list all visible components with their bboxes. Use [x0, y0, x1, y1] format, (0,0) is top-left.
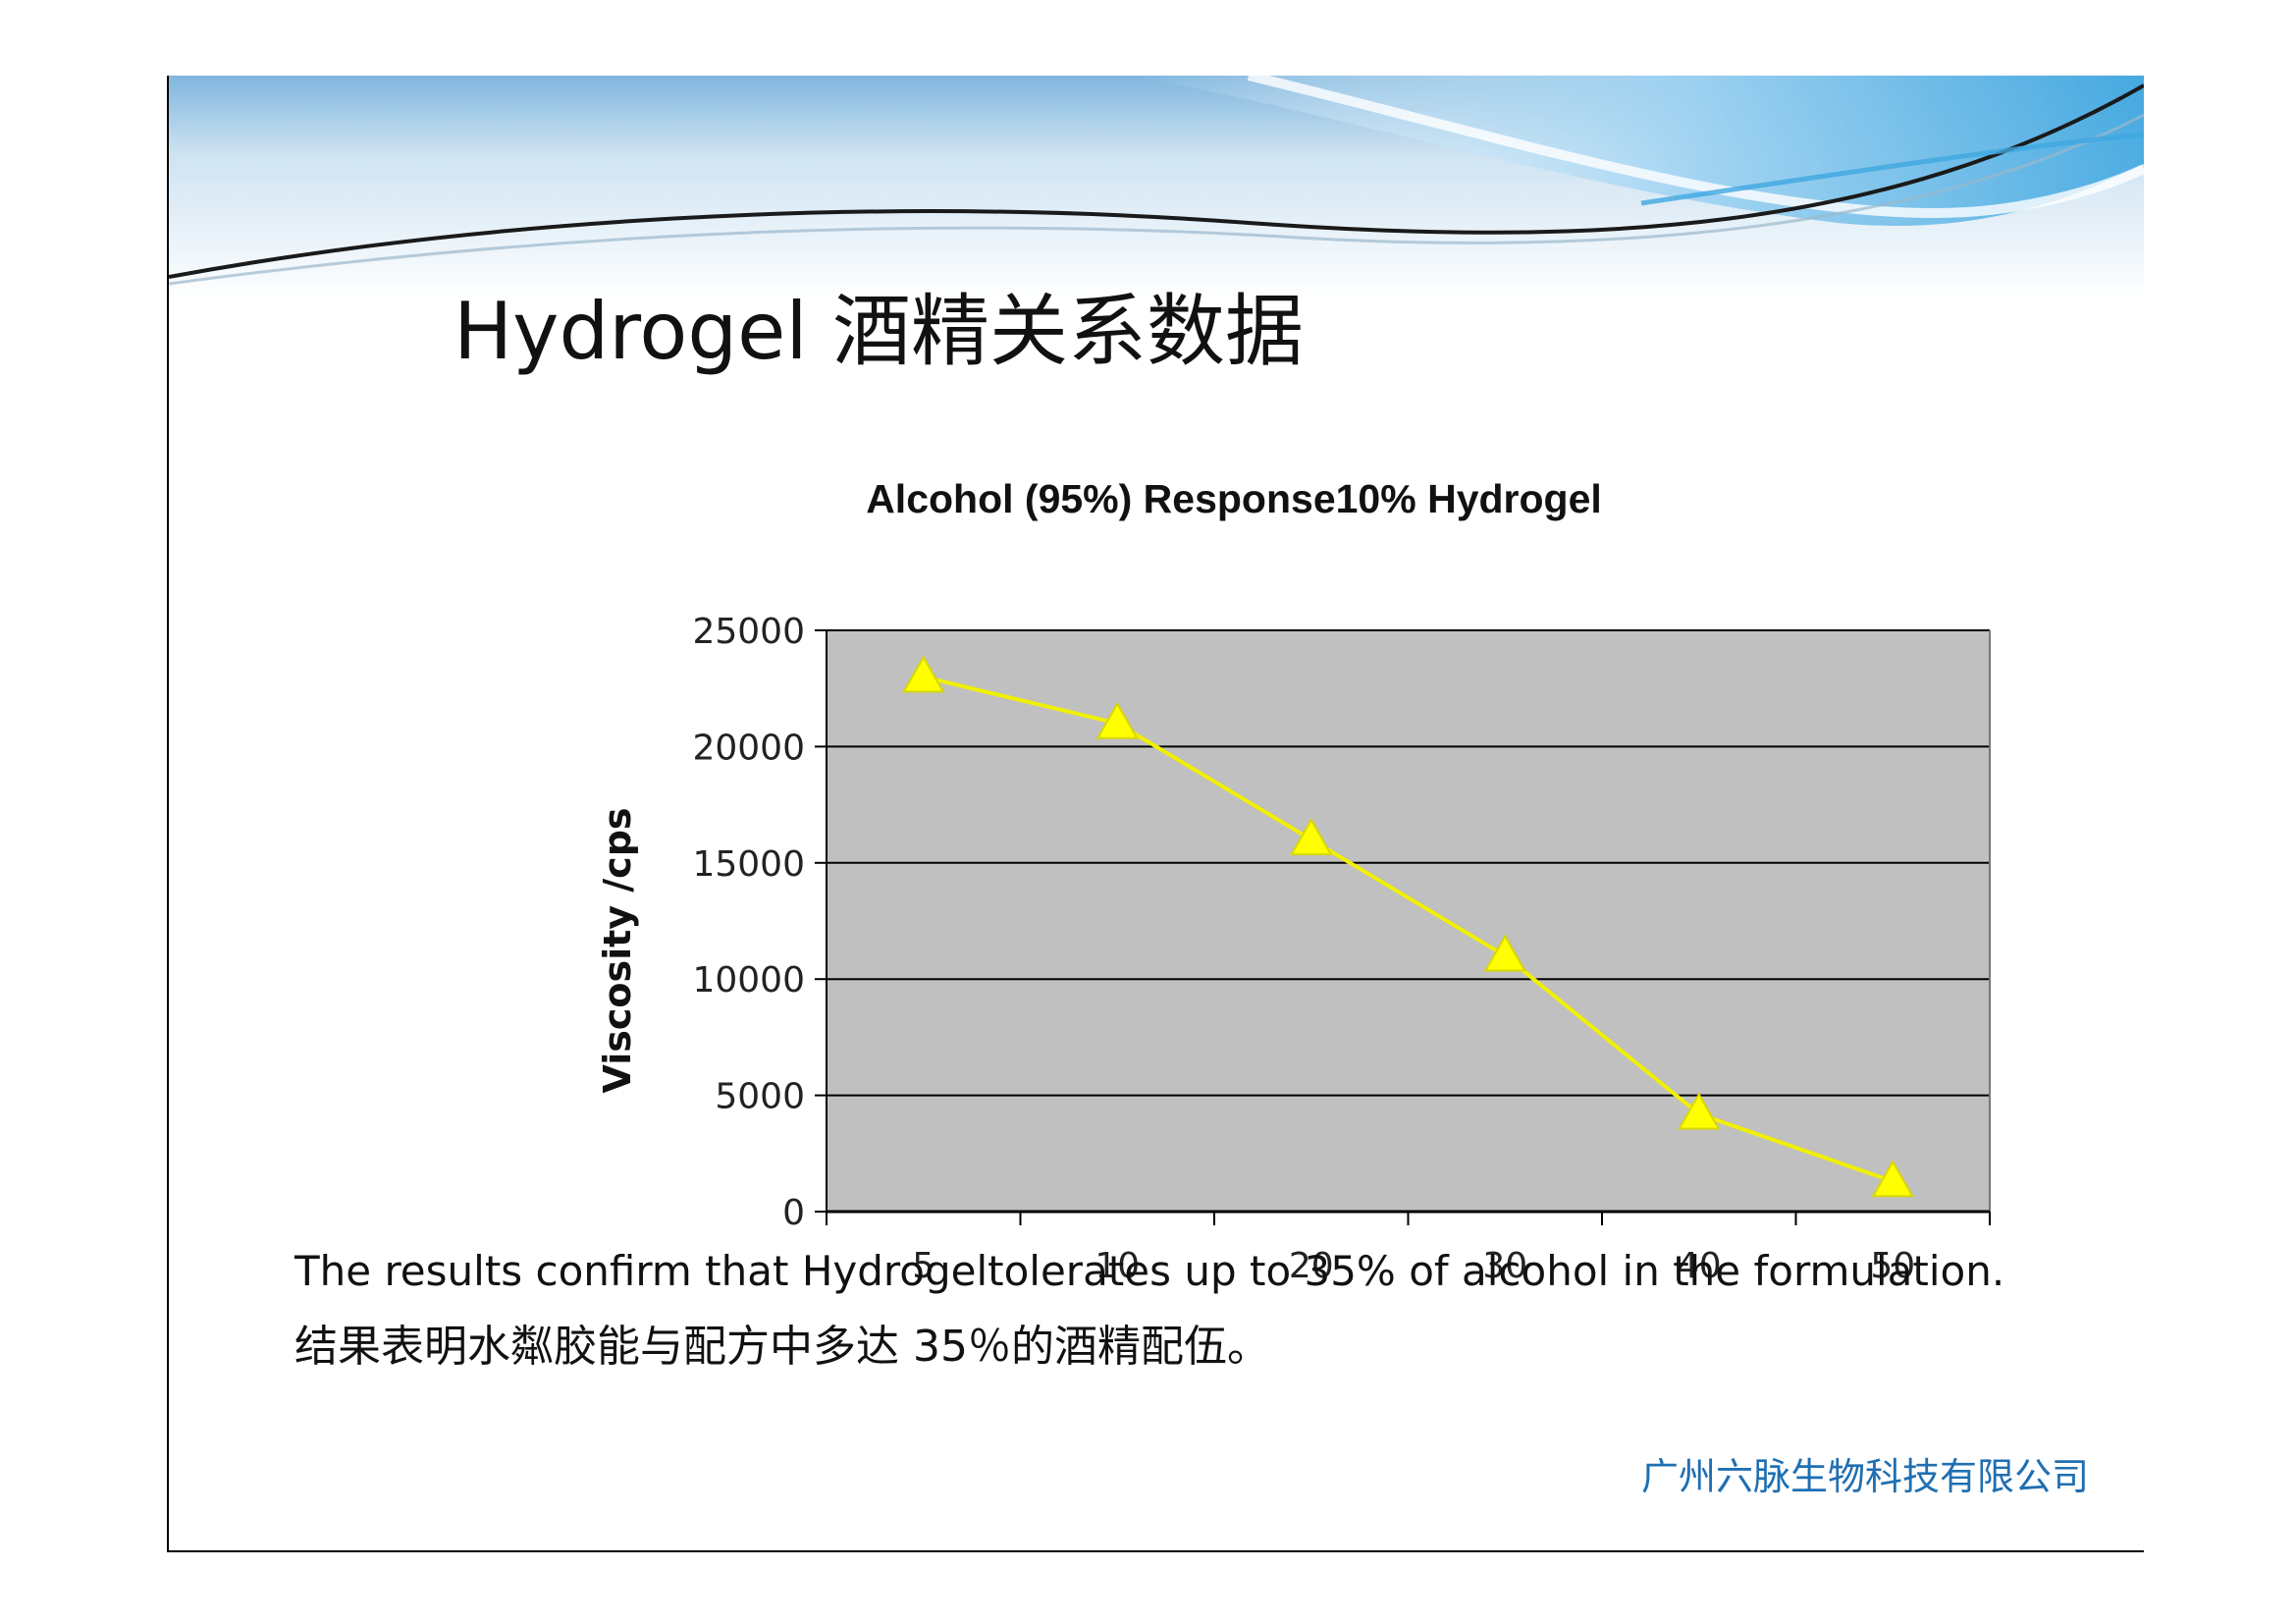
y-tick-label: 20000: [692, 728, 805, 768]
data-point-marker: [1483, 934, 1526, 972]
caption-chinese: 结果表明水粼胶能与配方中多达 35％的酒精配伍。: [294, 1322, 1270, 1372]
data-point-marker: [1095, 701, 1139, 739]
y-axis-label: Viscosity /cps: [596, 807, 639, 1093]
x-tick-label: 20: [1289, 1246, 1334, 1286]
data-point-marker: [1290, 818, 1333, 856]
y-tick-label: 10000: [692, 960, 805, 1001]
data-point-marker: [1871, 1160, 1914, 1198]
series-line: [923, 675, 1894, 1184]
slide-title: Hydrogel 酒精关系数据: [454, 286, 1305, 377]
chart-title: Alcohol (95%) Response10% Hydrogel: [866, 476, 1602, 521]
x-tick-label: 10: [1095, 1246, 1140, 1286]
x-tick-label: 40: [1677, 1246, 1722, 1286]
y-tick-label: 0: [782, 1193, 805, 1233]
x-tick-label: 5: [912, 1246, 934, 1286]
caption-english: The results confirm that Hydrogeltolerat…: [294, 1247, 2005, 1295]
x-axis-ticks: 5 10 20 30 40 50: [826, 1212, 1991, 1286]
x-tick-label: 50: [1870, 1246, 1915, 1286]
slide: Hydrogel 酒精关系数据 Alcohol (95%) Response10…: [167, 76, 2144, 1552]
chart: Alcohol (95%) Response10% Hydrogel 0 5000…: [419, 390, 2009, 1323]
company-name: 广州六脉生物科技有限公司: [1641, 1455, 2090, 1498]
header-wave-decoration: [169, 76, 2144, 301]
y-axis-ticks: 0 5000 10000 15000 20000 25000: [692, 612, 827, 1233]
data-point-marker: [1678, 1092, 1721, 1130]
x-tick-label: 30: [1482, 1246, 1527, 1286]
y-tick-label: 25000: [692, 612, 805, 652]
y-tick-label: 15000: [692, 844, 805, 885]
line-chart: Alcohol (95%) Response10% Hydrogel 0 5000…: [596, 476, 1991, 1286]
data-point-marker: [902, 655, 945, 693]
series-group: [902, 655, 1914, 1198]
y-tick-label: 5000: [715, 1077, 805, 1117]
plot-area: [827, 630, 1990, 1212]
